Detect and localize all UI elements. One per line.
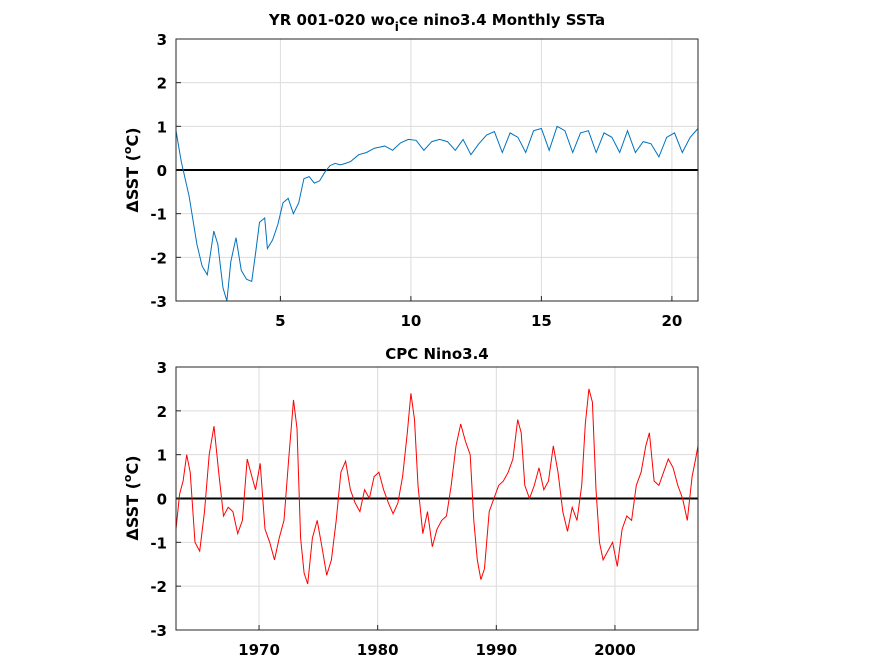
bottom-x-tick-label: 1980 [357,641,399,656]
top-chart-title: YR 001-020 woice nino3.4 Monthly SSTa [268,11,605,34]
bottom-series-line [175,388,699,585]
bottom-x-tick-label: 2000 [594,641,636,656]
top-x-tick-label: 10 [400,312,421,330]
bottom-y-tick-label: 1 [157,447,167,465]
bottom-y-axis-label: ΔSST (oC) [121,455,142,540]
top-y-tick-label: 0 [157,162,167,180]
top-x-tick-label: 20 [661,312,682,330]
top-series-line [175,125,699,302]
top-chart: YR 001-020 woice nino3.4 Monthly SSTa 5 1… [121,11,699,330]
top-y-axis-label: ΔSST (oC) [121,127,142,212]
bottom-y-tick-label: -2 [150,578,167,596]
bottom-x-tick-label: 1970 [238,641,280,656]
top-y-tick-label: 2 [157,75,167,93]
top-y-tick-label: 3 [157,31,167,49]
top-y-tick-label: 1 [157,118,167,136]
bottom-x-tick-label: 1990 [475,641,517,656]
top-x-tick-label: 15 [531,312,552,330]
bottom-y-tick-label: -3 [150,622,167,640]
top-y-tick-label: -3 [150,293,167,311]
bottom-chart-title: CPC Nino3.4 [385,345,488,363]
top-y-tick-label: -2 [150,249,167,267]
bottom-y-tick-label: 0 [157,491,167,509]
bottom-y-tick-label: 3 [157,359,167,377]
bottom-y-tick-label: -1 [150,534,167,552]
top-x-tick-label: 5 [275,312,285,330]
bottom-y-tick-label: 2 [157,403,167,421]
top-y-tick-label: -1 [150,206,167,224]
bottom-chart: CPC Nino3.4 1970 1980 1990 2000 -3 -2 -1 0 1 2 3 Δ… [121,345,699,656]
